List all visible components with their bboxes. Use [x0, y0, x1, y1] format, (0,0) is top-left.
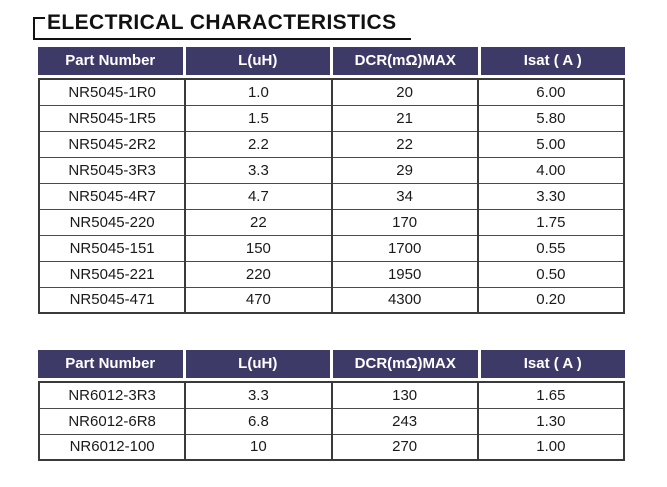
- cell-part-number: NR5045-151: [37, 234, 187, 262]
- cell-part-number: NR5045-3R3: [37, 156, 187, 184]
- column-header-inductance: L(uH): [185, 47, 330, 75]
- cell-part-number: NR6012-100: [37, 433, 187, 461]
- electrical-table-nr6012: Part Number L(uH) DCR(mΩ)MAX Isat ( A ) …: [37, 350, 626, 461]
- cell-dcr-max: 4300: [330, 286, 479, 314]
- cell-isat: 3.30: [476, 182, 626, 210]
- table-row: NR5045-151 150 1700 0.55: [37, 234, 626, 262]
- table-row: NR6012-3R3 3.3 130 1.65: [37, 381, 626, 409]
- cell-dcr-max: 170: [330, 208, 479, 236]
- table-row: NR5045-471 470 4300 0.20: [37, 286, 626, 314]
- table-row: NR5045-221 220 1950 0.50: [37, 260, 626, 288]
- table-header-row: Part Number L(uH) DCR(mΩ)MAX Isat ( A ): [38, 350, 625, 378]
- cell-dcr-max: 22: [330, 130, 479, 158]
- cell-inductance: 6.8: [184, 407, 333, 435]
- cell-inductance: 220: [184, 260, 333, 288]
- column-header-part-number: Part Number: [38, 47, 183, 75]
- page-title: ELECTRICAL CHARACTERISTICS: [47, 11, 397, 34]
- table-body: NR6012-3R3 3.3 130 1.65 NR6012-6R8 6.8 2…: [37, 381, 626, 461]
- cell-part-number: NR5045-471: [37, 286, 187, 314]
- title-bracket: [33, 17, 45, 38]
- cell-dcr-max: 29: [330, 156, 479, 184]
- cell-dcr-max: 21: [330, 104, 479, 132]
- cell-inductance: 1.0: [184, 78, 333, 106]
- cell-inductance: 4.7: [184, 182, 333, 210]
- cell-part-number: NR5045-1R0: [37, 78, 187, 106]
- table-header-row: Part Number L(uH) DCR(mΩ)MAX Isat ( A ): [38, 47, 625, 75]
- table-row: NR5045-2R2 2.2 22 5.00: [37, 130, 626, 158]
- cell-isat: 6.00: [476, 78, 626, 106]
- cell-part-number: NR5045-220: [37, 208, 187, 236]
- cell-dcr-max: 130: [330, 381, 479, 409]
- cell-dcr-max: 34: [330, 182, 479, 210]
- cell-part-number: NR5045-221: [37, 260, 187, 288]
- cell-inductance: 3.3: [184, 381, 333, 409]
- cell-inductance: 150: [184, 234, 333, 262]
- cell-dcr-max: 1700: [330, 234, 479, 262]
- cell-part-number: NR5045-2R2: [37, 130, 187, 158]
- table-row: NR5045-1R5 1.5 21 5.80: [37, 104, 626, 132]
- cell-part-number: NR5045-1R5: [37, 104, 187, 132]
- table-row: NR6012-100 10 270 1.00: [37, 433, 626, 461]
- cell-inductance: 22: [184, 208, 333, 236]
- cell-part-number: NR6012-6R8: [37, 407, 187, 435]
- column-header-isat: Isat ( A ): [480, 350, 625, 378]
- cell-isat: 0.20: [476, 286, 626, 314]
- cell-inductance: 10: [184, 433, 333, 461]
- table-body: NR5045-1R0 1.0 20 6.00 NR5045-1R5 1.5 21…: [37, 78, 626, 314]
- cell-isat: 0.50: [476, 260, 626, 288]
- table-row: NR5045-1R0 1.0 20 6.00: [37, 78, 626, 106]
- cell-isat: 5.00: [476, 130, 626, 158]
- cell-dcr-max: 20: [330, 78, 479, 106]
- column-header-inductance: L(uH): [185, 350, 330, 378]
- cell-inductance: 470: [184, 286, 333, 314]
- table-row: NR6012-6R8 6.8 243 1.30: [37, 407, 626, 435]
- cell-inductance: 1.5: [184, 104, 333, 132]
- cell-isat: 5.80: [476, 104, 626, 132]
- column-header-part-number: Part Number: [38, 350, 183, 378]
- cell-part-number: NR5045-4R7: [37, 182, 187, 210]
- cell-isat: 1.00: [476, 433, 626, 461]
- cell-inductance: 2.2: [184, 130, 333, 158]
- cell-isat: 1.75: [476, 208, 626, 236]
- column-header-dcr-max: DCR(mΩ)MAX: [333, 47, 478, 75]
- cell-dcr-max: 243: [330, 407, 479, 435]
- electrical-table-nr5045: Part Number L(uH) DCR(mΩ)MAX Isat ( A ) …: [37, 47, 626, 314]
- cell-dcr-max: 270: [330, 433, 479, 461]
- table-row: NR5045-4R7 4.7 34 3.30: [37, 182, 626, 210]
- section-title: ELECTRICAL CHARACTERISTICS: [33, 9, 411, 40]
- cell-inductance: 3.3: [184, 156, 333, 184]
- cell-dcr-max: 1950: [330, 260, 479, 288]
- cell-isat: 1.30: [476, 407, 626, 435]
- column-header-dcr-max: DCR(mΩ)MAX: [333, 350, 478, 378]
- column-header-isat: Isat ( A ): [480, 47, 625, 75]
- table-row: NR5045-220 22 170 1.75: [37, 208, 626, 236]
- cell-isat: 0.55: [476, 234, 626, 262]
- table-row: NR5045-3R3 3.3 29 4.00: [37, 156, 626, 184]
- cell-part-number: NR6012-3R3: [37, 381, 187, 409]
- cell-isat: 1.65: [476, 381, 626, 409]
- cell-isat: 4.00: [476, 156, 626, 184]
